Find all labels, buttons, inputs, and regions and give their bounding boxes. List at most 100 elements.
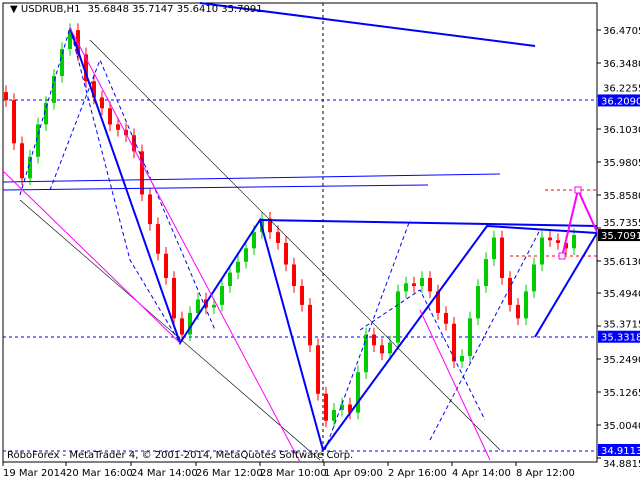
candle-body xyxy=(332,409,336,421)
candle-body xyxy=(148,194,152,225)
candle-body xyxy=(236,261,240,273)
projection-lines xyxy=(19,26,541,451)
candle-body xyxy=(12,100,16,144)
candle-body xyxy=(340,404,344,410)
candle-body xyxy=(468,318,472,357)
candle-body xyxy=(284,242,288,265)
candle-body xyxy=(140,151,144,195)
candle-body xyxy=(348,404,352,413)
level-price-label: 34.9113 xyxy=(601,446,640,457)
candle-body xyxy=(412,283,416,287)
candle-body xyxy=(164,253,168,278)
candle-body xyxy=(444,312,448,324)
y-tick-label: 35.0040 xyxy=(603,421,640,432)
candle-body xyxy=(300,286,304,305)
candle-body xyxy=(116,124,120,130)
y-tick-label: 35.6130 xyxy=(603,257,640,268)
candle-body xyxy=(220,286,224,305)
candle-body xyxy=(316,345,320,394)
candle-body xyxy=(364,334,368,373)
candle-body xyxy=(132,135,136,152)
candle-body xyxy=(516,304,520,319)
dropdown-triangle-icon: ▼ xyxy=(10,4,21,15)
candle-body xyxy=(292,264,296,287)
trend-line xyxy=(2,173,501,183)
y-tick-label: 35.7355 xyxy=(603,218,640,229)
forecast-point xyxy=(558,252,566,260)
candle-body xyxy=(268,218,272,233)
x-tick-label: 19 Mar 2014 xyxy=(3,468,66,479)
candle-body xyxy=(180,318,184,335)
y-tick-label: 35.3715 xyxy=(603,320,640,331)
candle-body xyxy=(396,291,400,343)
x-tick-label: 20 Mar 16:00 xyxy=(66,468,133,479)
y-tick-label: 36.2255 xyxy=(603,83,640,94)
candle-body xyxy=(36,124,40,157)
y-tick-label: 35.4940 xyxy=(603,289,640,300)
price-axis: 36.4705 36.3480 36.2255 36.1030 35.9805 35.85… xyxy=(597,26,640,470)
channel-lines xyxy=(19,39,501,461)
candle-body xyxy=(44,102,48,125)
candle-body xyxy=(436,291,440,313)
current-price-label: 35.7091 xyxy=(601,231,640,242)
candle-body xyxy=(92,81,96,98)
y-tick-label: 36.4705 xyxy=(603,26,640,37)
x-tick-label: 28 Mar 10:00 xyxy=(260,468,327,479)
wave-polyline xyxy=(69,27,598,453)
forecast-lines xyxy=(1,27,598,463)
x-tick-label: 8 Apr 12:00 xyxy=(516,468,575,479)
level-price-label: 35.3318 xyxy=(601,333,640,344)
x-tick-label: 2 Apr 16:00 xyxy=(388,468,447,479)
candle-body xyxy=(252,232,256,249)
trend-line xyxy=(199,2,536,47)
level-price-tag xyxy=(598,443,640,456)
candle-body xyxy=(20,143,24,179)
candle-body xyxy=(276,232,280,243)
candle-body xyxy=(228,272,232,287)
candle-body xyxy=(428,277,432,292)
x-tick-label: 26 Mar 12:00 xyxy=(196,468,263,479)
candle-body xyxy=(476,286,480,319)
candle-body xyxy=(548,237,552,241)
y-tick-label: 35.8580 xyxy=(603,191,640,202)
forecast-point xyxy=(574,186,582,194)
candle-body xyxy=(380,345,384,354)
candle-body xyxy=(500,237,504,278)
candle-body xyxy=(28,156,32,179)
candle-body xyxy=(556,240,560,243)
candle-body xyxy=(308,304,312,346)
trend-line xyxy=(2,184,429,191)
wave-lines xyxy=(2,2,598,453)
y-tick-label: 36.3480 xyxy=(603,59,640,70)
candle-body xyxy=(540,237,544,265)
candle-body xyxy=(196,299,200,313)
candle-body xyxy=(4,92,8,101)
candle-body xyxy=(492,237,496,260)
candle-body xyxy=(212,304,216,308)
candle-body xyxy=(172,277,176,319)
candle-body xyxy=(508,277,512,305)
chart-header: ▼ USDRUB,H1 35.6848 35.7147 35.6410 35.7… xyxy=(10,4,263,15)
candle-body xyxy=(68,30,72,49)
trend-line xyxy=(259,219,598,227)
y-tick-label: 35.9805 xyxy=(603,158,640,169)
candle-body xyxy=(404,283,408,292)
candle-body xyxy=(124,129,128,136)
plot-frame xyxy=(2,2,598,463)
x-tick-label: 4 Apr 14:00 xyxy=(452,468,511,479)
level-price-tag xyxy=(598,330,640,343)
candle-body xyxy=(372,334,376,346)
candle-body xyxy=(108,108,112,125)
horizontal-levels xyxy=(3,99,597,452)
x-tick-label: 1 Apr 09:00 xyxy=(324,468,383,479)
y-tick-label: 35.1265 xyxy=(603,388,640,399)
candle-body xyxy=(84,54,88,82)
candle-body xyxy=(100,97,104,109)
candle-body xyxy=(388,342,392,354)
candle-body xyxy=(484,259,488,287)
y-tick-label: 35.2490 xyxy=(603,355,640,366)
level-price-label: 36.2090 xyxy=(601,96,640,107)
